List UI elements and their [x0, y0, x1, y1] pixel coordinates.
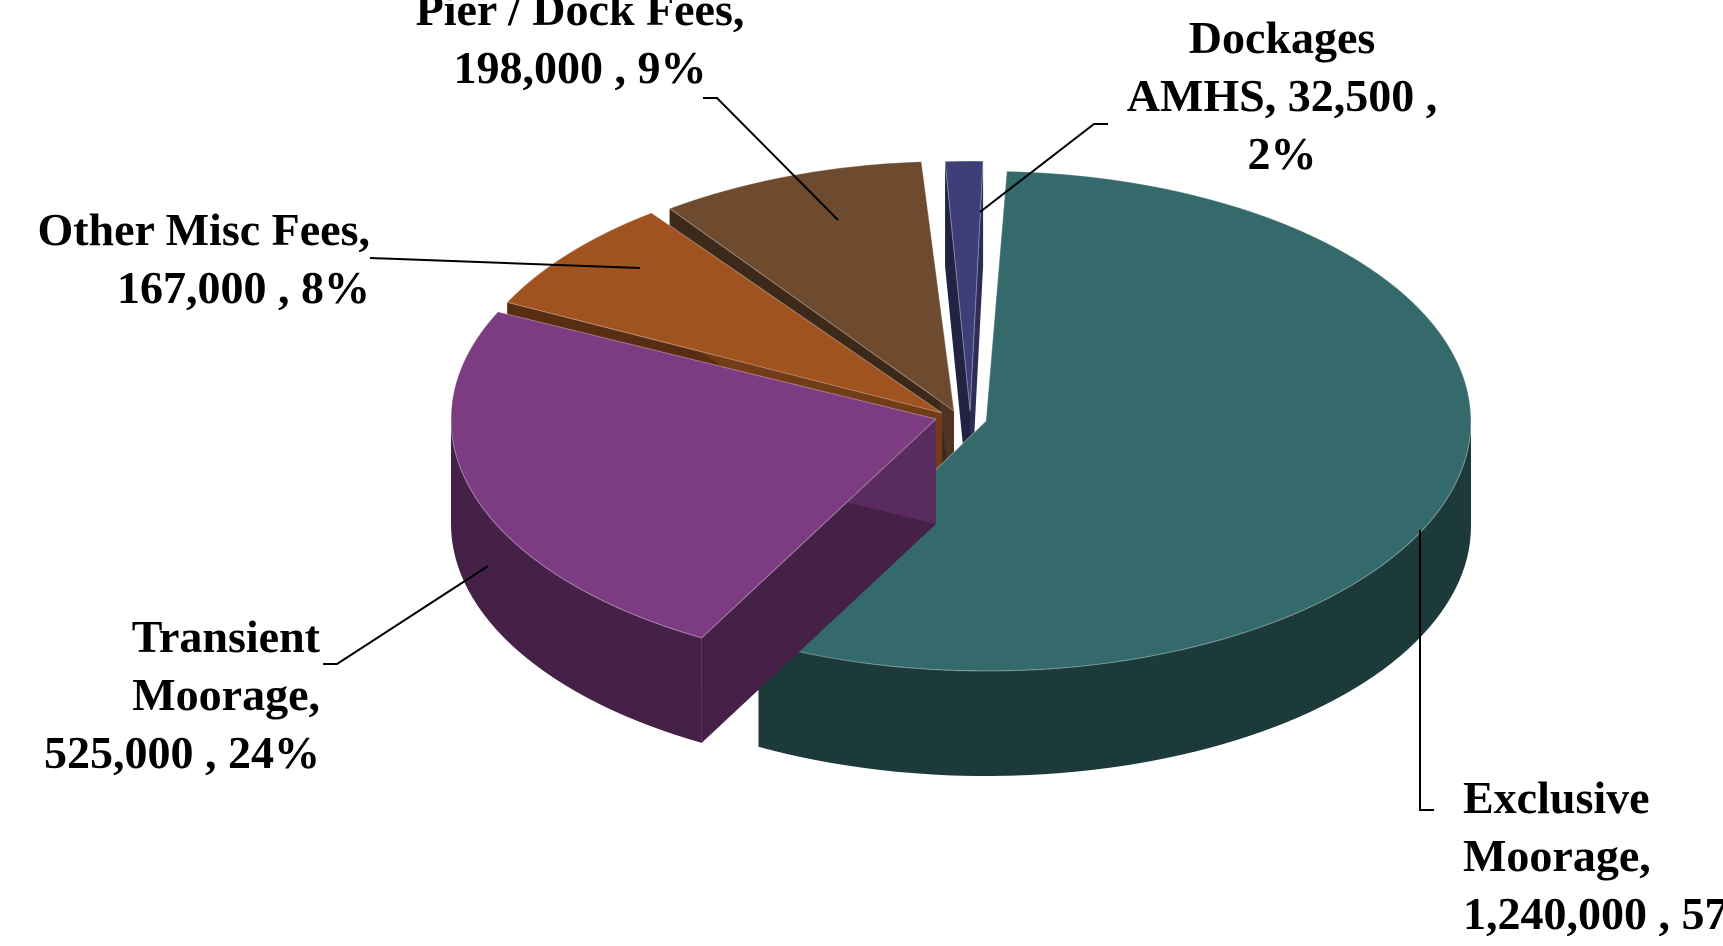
data-label-line: Moorage,: [1463, 830, 1651, 881]
data-label-other-misc-fees: Other Misc Fees, 167,000 , 8%: [37, 204, 370, 313]
pie-slice-dockages-amhs: [944, 160, 984, 516]
leader-line-exclusive-moorage: [1419, 530, 1434, 811]
data-label-line: Dockages: [1189, 12, 1376, 63]
leader-line-other-misc-fees: [369, 257, 641, 269]
slice-layer: [450, 160, 1472, 776]
data-label-line: 525,000 , 24%: [44, 727, 320, 778]
slice-top-face: [944, 160, 984, 412]
data-label-line: Pier / Dock Fees,: [416, 0, 745, 35]
slice-outer-wall: [758, 421, 1471, 776]
pie-slice-transient-moorage: [450, 311, 938, 743]
data-label-dockages-amhs: Dockages AMHS, 32,500 , 2%: [1127, 12, 1438, 179]
data-label-line: Transient: [132, 611, 321, 662]
data-label-exclusive-moorage: Exclusive Moorage, 1,240,000 , 57%: [1463, 772, 1723, 939]
data-label-line: 2%: [1248, 128, 1317, 179]
leader-layer: [323, 97, 1434, 811]
leader-line-dockages-amhs: [979, 123, 1108, 213]
data-label-pier-dock-fees: Pier / Dock Fees, 198,000 , 9%: [416, 0, 745, 93]
label-layer: Exclusive Moorage, 1,240,000 , 57% Transien…: [37, 0, 1723, 939]
data-label-line: AMHS, 32,500 ,: [1127, 70, 1438, 121]
slice-top-face: [450, 311, 938, 639]
data-label-line: Other Misc Fees,: [37, 204, 370, 255]
slice-cut-face: [945, 161, 970, 516]
slice-top-face: [757, 170, 1472, 672]
data-label-line: 1,240,000 , 57%: [1463, 888, 1723, 939]
slice-outer-wall: [451, 419, 702, 743]
slice-cut-face: [970, 161, 984, 516]
data-label-line: Moorage,: [132, 669, 320, 720]
data-label-transient-moorage: Transient Moorage, 525,000 , 24%: [44, 611, 321, 778]
data-label-line: 167,000 , 8%: [117, 262, 370, 313]
leader-line-pier-dock-fees: [703, 97, 839, 221]
data-label-line: 198,000 , 9%: [454, 42, 707, 93]
slice-top-face: [668, 161, 955, 413]
leader-line-transient-moorage: [323, 565, 489, 665]
data-label-line: Exclusive: [1463, 772, 1650, 823]
slice-top-face: [506, 212, 943, 414]
